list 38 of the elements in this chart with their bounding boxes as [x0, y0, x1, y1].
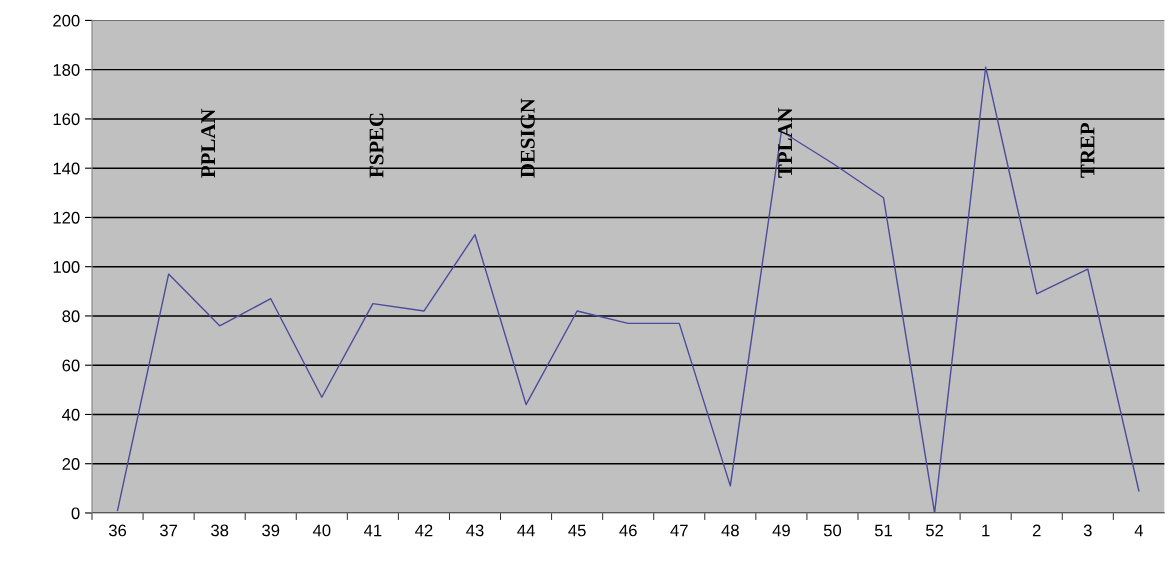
- x-tick-label: 43: [466, 524, 484, 537]
- x-tick-label: 47: [670, 524, 688, 537]
- x-tick-label: 45: [568, 524, 586, 537]
- annotation: DESIGN: [520, 98, 535, 178]
- y-tick-label: 100: [53, 261, 80, 273]
- annotation: TREP: [1080, 123, 1095, 178]
- x-tick-label: 44: [517, 524, 535, 537]
- y-tick-label: 180: [53, 64, 80, 76]
- x-tick-label: 51: [874, 524, 892, 537]
- x-tick-label: 36: [108, 524, 127, 537]
- y-tick-label: 40: [62, 408, 80, 421]
- x-tick-label: 2: [1032, 524, 1041, 537]
- y-tick-label: 0: [71, 507, 80, 520]
- x-tick-label: 40: [312, 524, 331, 537]
- annotation: PPLAN: [201, 108, 215, 178]
- x-tick-label: 48: [721, 524, 739, 537]
- y-tick-label: 200: [53, 14, 80, 27]
- x-tick-label: 50: [823, 524, 842, 537]
- x-tick-label: 4: [1134, 524, 1143, 537]
- x-tick-label: 41: [363, 524, 382, 537]
- y-tick-label: 60: [62, 359, 80, 372]
- y-tick-label: 140: [53, 162, 80, 175]
- y-tick-label: 20: [62, 458, 80, 470]
- y-tick-label: 160: [53, 113, 80, 126]
- x-tick-label: 42: [415, 524, 433, 537]
- x-tick-label: 52: [925, 524, 944, 537]
- annotation: TPLAN: [778, 107, 792, 178]
- x-tick-label: 39: [262, 524, 280, 537]
- annotation: FSPEC: [369, 113, 384, 178]
- line-series: [116, 66, 1140, 513]
- y-tick-label: 120: [53, 211, 80, 224]
- y-tick-label: 80: [62, 310, 80, 323]
- x-tick-label: 3: [1083, 524, 1092, 537]
- x-tick-label: 1: [982, 524, 990, 537]
- x-tick-label: 49: [772, 524, 790, 537]
- x-tick-label: 37: [159, 524, 178, 537]
- x-tick-label: 46: [619, 524, 637, 537]
- x-tick-label: 38: [211, 524, 229, 537]
